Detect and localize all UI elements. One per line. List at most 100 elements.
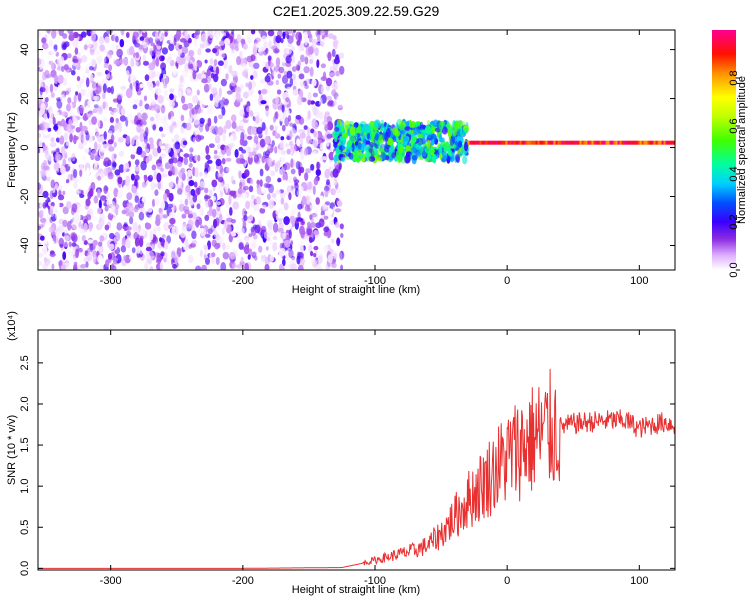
heatmap-cell <box>47 153 54 162</box>
heatmap-cell <box>101 218 106 227</box>
heatmap-cell <box>204 187 209 194</box>
heatmap-cell <box>467 140 470 145</box>
heatmap-cell <box>100 195 107 201</box>
snr-frame <box>37 329 676 571</box>
heatmap-cell <box>323 215 329 220</box>
heatmap-cell <box>221 53 227 58</box>
heatmap-cell <box>313 245 319 251</box>
heatmap-cell <box>169 34 174 44</box>
heatmap-cell <box>111 108 118 113</box>
heatmap-cell <box>47 30 51 35</box>
heatmap-cell <box>485 140 488 145</box>
heatmap-cell <box>142 120 147 126</box>
heatmap-cell <box>260 215 266 221</box>
heatmap-cell <box>125 70 130 79</box>
heatmap-cell <box>231 49 238 58</box>
heatmap-cell <box>182 140 188 146</box>
heatmap-cell <box>523 140 526 145</box>
heatmap-cell <box>391 152 396 159</box>
heatmap-cell <box>131 135 135 146</box>
heatmap-cell <box>275 96 280 104</box>
heatmap-cell <box>130 173 135 181</box>
heatmap-cell <box>184 239 189 249</box>
heatmap-cell <box>223 59 228 69</box>
heatmap-cell <box>241 193 248 199</box>
snr-y-axis-label: SNR (10 * v/v) <box>6 415 18 485</box>
heatmap-cell <box>211 208 217 218</box>
colorbar-tick-label: 0.4 <box>728 166 740 181</box>
heatmap-cell <box>607 140 610 145</box>
heatmap-cell <box>241 149 247 154</box>
heatmap-cell <box>94 141 98 151</box>
heatmap-cell <box>653 140 656 145</box>
heatmap-cell <box>365 149 370 159</box>
heatmap-cell <box>67 150 72 160</box>
heatmap-cell <box>62 77 68 87</box>
heatmap-cell <box>40 170 47 177</box>
heatmap-cell <box>174 141 181 150</box>
heatmap-cell <box>615 140 618 145</box>
heatmap-cell <box>165 262 172 268</box>
heatmap-cell <box>163 192 168 202</box>
heatmap-cell <box>139 83 144 89</box>
heatmap-cell <box>305 78 311 85</box>
heatmap-cell <box>80 55 88 63</box>
heatmap-cell <box>66 141 69 147</box>
heatmap-cell <box>57 84 62 91</box>
heatmap-cell <box>44 145 49 155</box>
heatmap-cell <box>119 115 126 122</box>
heatmap-cell <box>163 222 170 232</box>
heatmap-cell <box>286 148 291 155</box>
heatmap-cell <box>69 256 77 264</box>
heatmap-cell <box>405 145 412 152</box>
heatmap-cell <box>156 51 162 56</box>
heatmap-cell <box>320 76 327 82</box>
heatmap-cell <box>587 140 590 145</box>
heatmap-cell <box>288 263 292 269</box>
heatmap-cell <box>452 144 457 149</box>
heatmap-cell <box>320 38 326 46</box>
heatmap-cell <box>43 122 50 130</box>
heatmap-cell <box>213 230 219 238</box>
heatmap-cell <box>307 99 312 106</box>
heatmap-cell <box>93 104 99 109</box>
heatmap-cell <box>272 69 276 77</box>
heatmap-cell <box>54 152 61 162</box>
heatmap-cell <box>460 149 467 156</box>
snr-y-tick-label: 2.0 <box>19 396 31 411</box>
heatmap-cell <box>126 192 133 201</box>
heatmap-cell <box>263 151 266 157</box>
heatmap-cell <box>79 205 85 216</box>
heatmap-cell <box>74 63 80 68</box>
heatmap-cell <box>641 140 644 145</box>
heatmap-cell <box>177 161 183 168</box>
heatmap-cell <box>178 44 183 50</box>
heatmap-cell <box>189 147 194 153</box>
heatmap-cell <box>77 234 81 243</box>
heatmap-cell <box>142 30 148 39</box>
heatmap-cell <box>239 181 243 189</box>
heatmap-cell <box>267 228 274 237</box>
snr-x-ticks: -300 -200 -100 0 100 <box>100 330 648 587</box>
heatmap-cell <box>330 242 336 250</box>
heatmap-cell <box>172 157 178 164</box>
heatmap-cell <box>330 188 336 196</box>
heatmap-cell <box>231 30 235 35</box>
heatmap-cell <box>135 52 140 59</box>
heatmap-cell <box>309 66 314 77</box>
heatmap-cell <box>441 126 448 135</box>
heatmap-cell <box>493 140 496 145</box>
heatmap-cell <box>141 112 148 121</box>
heatmap-cell <box>91 149 98 160</box>
heatmap-cell <box>371 149 376 156</box>
heatmap-cell <box>85 214 92 221</box>
heatmap-cell <box>278 247 286 257</box>
heatmap-cell <box>254 115 260 124</box>
heatmap-cell <box>272 222 279 233</box>
heatmap-cell <box>177 104 182 113</box>
heatmap-cell <box>63 241 69 248</box>
heatmap-cell <box>329 66 336 72</box>
heatmap-cell <box>238 170 242 179</box>
heatmap-cell <box>621 140 624 145</box>
heatmap-cell <box>553 140 556 145</box>
